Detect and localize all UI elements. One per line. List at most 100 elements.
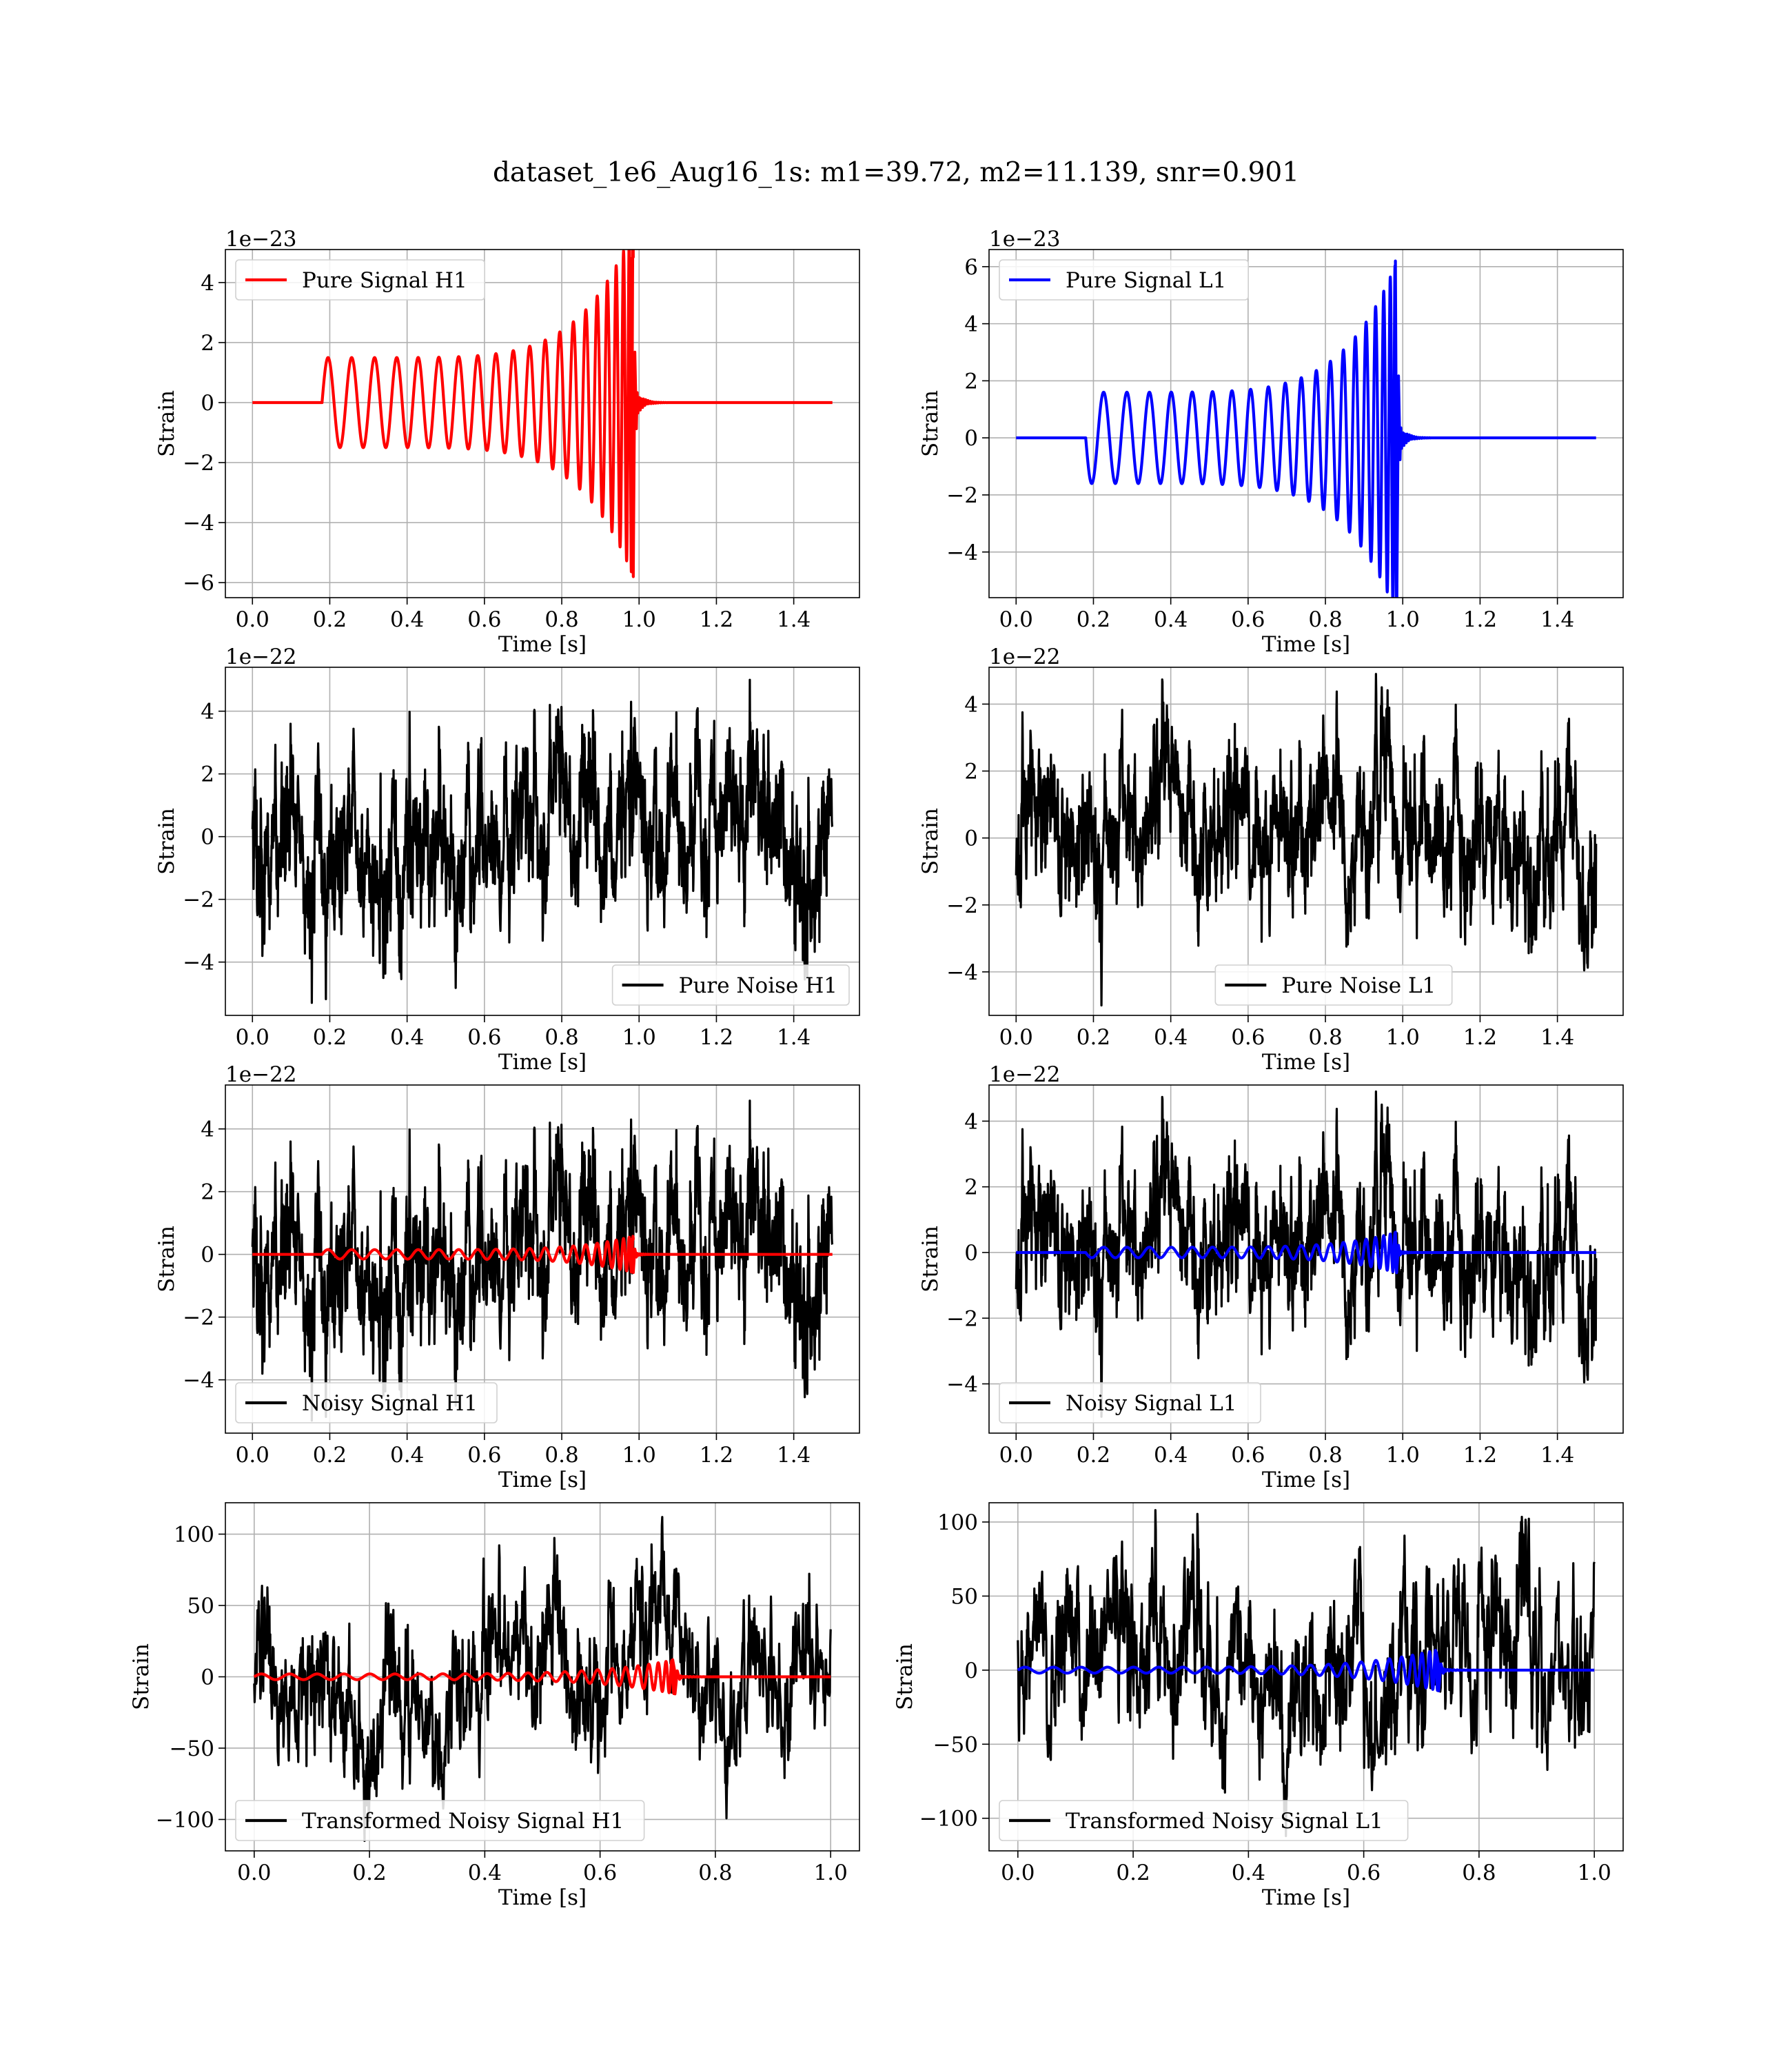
- noise-series-line: [1015, 673, 1598, 1007]
- x-axis-label: Time [s]: [1262, 1050, 1350, 1075]
- x-tick-label: 0.2: [1077, 1025, 1110, 1050]
- noise-series-line: [253, 1516, 832, 1843]
- x-tick-label: 0.0: [236, 1443, 269, 1468]
- y-tick-label: 2: [964, 1175, 978, 1200]
- y-axis-label: Strain: [154, 1226, 179, 1292]
- x-tick-label: 0.0: [999, 1025, 1033, 1050]
- x-tick-label: 0.2: [313, 1443, 347, 1468]
- pure-noise-l1-axes: 0.0 0.2 0.4 0.6 0.8 1.0 1.2 1.4 −4 −2 0 2 4 Time [s] S…: [918, 645, 1624, 1075]
- y-tick-label: −2: [183, 888, 214, 913]
- legend-label: Pure Signal L1: [1066, 268, 1226, 293]
- y-tick-label: 0: [964, 827, 978, 851]
- signal-series-line: [1016, 259, 1596, 598]
- x-tick-label: 1.4: [1540, 1025, 1574, 1050]
- signal-series-line: [1016, 1648, 1595, 1693]
- y-tick-label: 0: [964, 426, 978, 451]
- noisy-signal-l1-axes: 0.0 0.2 0.4 0.6 0.8 1.0 1.2 1.4 −4 −2 0 2 4 Time [s] S…: [918, 1062, 1624, 1492]
- x-tick-label: 1.2: [700, 1025, 733, 1050]
- y-tick-label: 0: [964, 1659, 978, 1683]
- x-axis-label: Time [s]: [1262, 1885, 1350, 1910]
- y-tick-label: −4: [946, 1372, 978, 1397]
- legend-label: Pure Signal H1: [302, 268, 467, 293]
- y-tick-label: −2: [183, 451, 214, 476]
- y-tick-label: −2: [183, 1306, 214, 1330]
- x-tick-label: 0.2: [1077, 607, 1110, 632]
- x-tick-label: 0.6: [1231, 1025, 1265, 1050]
- offset-text: 1e−22: [225, 1062, 297, 1087]
- noise-series-line: [1017, 1509, 1596, 1838]
- legend-label: Transformed Noisy Signal L1: [1066, 1809, 1383, 1834]
- signal-series-line: [252, 250, 833, 578]
- y-axis-label: Strain: [154, 808, 179, 875]
- y-tick-label: −4: [183, 1368, 214, 1393]
- legend-label: Transformed Noisy Signal H1: [302, 1809, 624, 1834]
- x-tick-label: 0.2: [352, 1861, 386, 1885]
- x-tick-label: 0.8: [544, 1443, 578, 1468]
- x-tick-label: 0.6: [583, 1861, 617, 1885]
- y-tick-label: −4: [946, 960, 978, 985]
- x-tick-label: 1.0: [622, 607, 656, 632]
- x-tick-label: 1.0: [814, 1861, 848, 1885]
- x-tick-label: 1.4: [1540, 607, 1574, 632]
- x-axis-label: Time [s]: [498, 1050, 587, 1075]
- y-tick-label: −2: [946, 1306, 978, 1331]
- y-tick-label: 4: [964, 312, 978, 337]
- y-tick-label: 100: [937, 1510, 978, 1535]
- legend: Pure Signal L1: [999, 259, 1250, 301]
- legend-box: [611, 964, 850, 1006]
- y-tick-label: 0: [964, 1241, 978, 1266]
- x-tick-label: 0.0: [999, 1443, 1033, 1468]
- legend-box: [235, 1800, 645, 1841]
- y-axis-label: Strain: [918, 390, 943, 457]
- legend-box: [999, 1382, 1261, 1423]
- offset-text: 1e−23: [225, 227, 297, 252]
- signal-series-line: [1016, 1230, 1596, 1275]
- x-tick-label: 0.4: [1154, 1025, 1188, 1050]
- x-tick-label: 0.4: [390, 1443, 424, 1468]
- x-tick-label: 1.0: [1386, 1443, 1420, 1468]
- x-axis-label: Time [s]: [498, 1885, 587, 1910]
- noise-series-line: [251, 1099, 834, 1422]
- signal-series-line: [252, 1235, 833, 1275]
- x-tick-label: 0.4: [1154, 607, 1188, 632]
- y-tick-label: −100: [156, 1807, 214, 1832]
- x-tick-label: 0.8: [1462, 1861, 1496, 1885]
- x-tick-label: 0.6: [1231, 607, 1265, 632]
- x-tick-label: 0.0: [999, 607, 1033, 632]
- x-tick-label: 0.2: [313, 1025, 347, 1050]
- legend: Pure Noise L1: [1214, 964, 1453, 1006]
- x-tick-label: 0.8: [1308, 607, 1342, 632]
- x-axis-label: Time [s]: [1262, 1468, 1350, 1492]
- y-tick-label: −4: [183, 951, 214, 975]
- x-tick-label: 1.0: [1386, 1025, 1420, 1050]
- axes-frame: [988, 249, 1624, 598]
- x-axis-label: Time [s]: [498, 632, 587, 657]
- axes-frame: [988, 1084, 1624, 1434]
- transformed-noisy-signal-h1-axes: 0.0 0.2 0.4 0.6 0.8 1.0 −100 −50 0 50 100 Time [s] S…: [129, 1502, 860, 1910]
- y-tick-label: 2: [964, 760, 978, 784]
- transformed-noisy-signal-l1-axes: 0.0 0.2 0.4 0.6 0.8 1.0 −100 −50 0 50 100 Time [s] S…: [893, 1502, 1624, 1910]
- offset-text: 1e−22: [989, 645, 1061, 669]
- axes-frame: [988, 1502, 1624, 1852]
- axes-frame: [988, 667, 1624, 1016]
- legend-label: Pure Noise H1: [679, 973, 837, 998]
- x-tick-label: 1.0: [1578, 1861, 1611, 1885]
- x-axis-label: Time [s]: [1262, 632, 1350, 657]
- pure-signal-l1-axes: 0.0 0.2 0.4 0.6 0.8 1.0 1.2 1.4 −4 −2 0 2 4 6 Time [s]…: [918, 227, 1624, 657]
- x-tick-label: 0.2: [1116, 1861, 1150, 1885]
- axes-frame: [225, 249, 860, 598]
- x-tick-label: 0.0: [236, 1025, 269, 1050]
- legend-box: [1214, 964, 1453, 1006]
- y-tick-label: 2: [201, 762, 214, 787]
- legend: Noisy Signal L1: [999, 1382, 1261, 1423]
- y-tick-label: −2: [946, 893, 978, 918]
- x-tick-label: 0.4: [1154, 1443, 1188, 1468]
- y-tick-label: 50: [951, 1584, 978, 1609]
- y-tick-label: −100: [919, 1807, 978, 1832]
- y-tick-label: 2: [201, 331, 214, 356]
- x-tick-label: 0.4: [390, 607, 424, 632]
- x-tick-label: 1.0: [1386, 607, 1420, 632]
- x-tick-label: 0.6: [1347, 1861, 1381, 1885]
